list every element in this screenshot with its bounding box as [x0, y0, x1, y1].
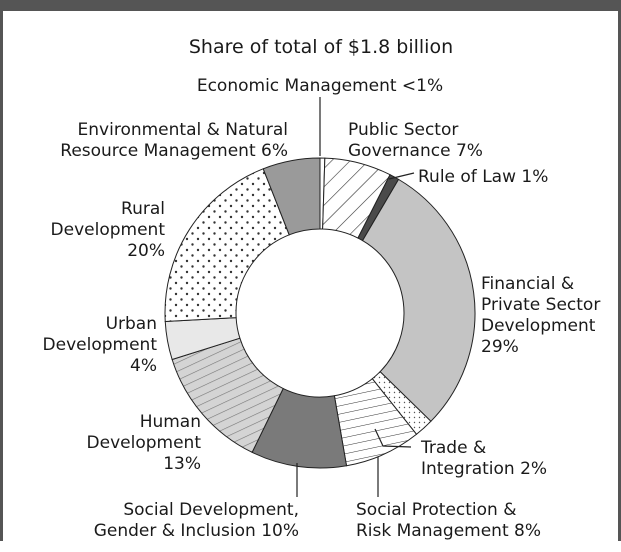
donut-chart: Share of total of $1.8 billion Economic …: [43, 36, 601, 541]
slice-label-9: Rural Development 20%: [51, 199, 166, 261]
slice-label-0: Economic Management <1%: [197, 76, 443, 96]
leader-line-1: [388, 172, 415, 180]
slice-label-7: Human Development 13%: [87, 412, 202, 474]
slice-10: [262, 157, 321, 236]
chart-title: Share of total of $1.8 billion: [189, 36, 453, 58]
slice-3: [361, 178, 476, 423]
slice-label-1: Public Sector Governance 7%: [348, 120, 483, 161]
slice-label-6: Social Development, Gender & Inclusion 10…: [94, 500, 299, 541]
slice-label-4: Trade & Integration 2%: [420, 438, 547, 479]
slice-label-2: Rule of Law 1%: [418, 167, 548, 187]
slice-label-10: Environmental & Natural Resource Manageme…: [60, 120, 288, 161]
slice-label-5: Social Protection & Risk Management 8%: [356, 500, 541, 541]
slice-9: [164, 168, 290, 323]
leader-line-2: [374, 428, 412, 448]
slice-label-8: Urban Development 4%: [43, 314, 158, 376]
slice-label-3: Financial & Private Sector Development 29%: [481, 274, 600, 357]
